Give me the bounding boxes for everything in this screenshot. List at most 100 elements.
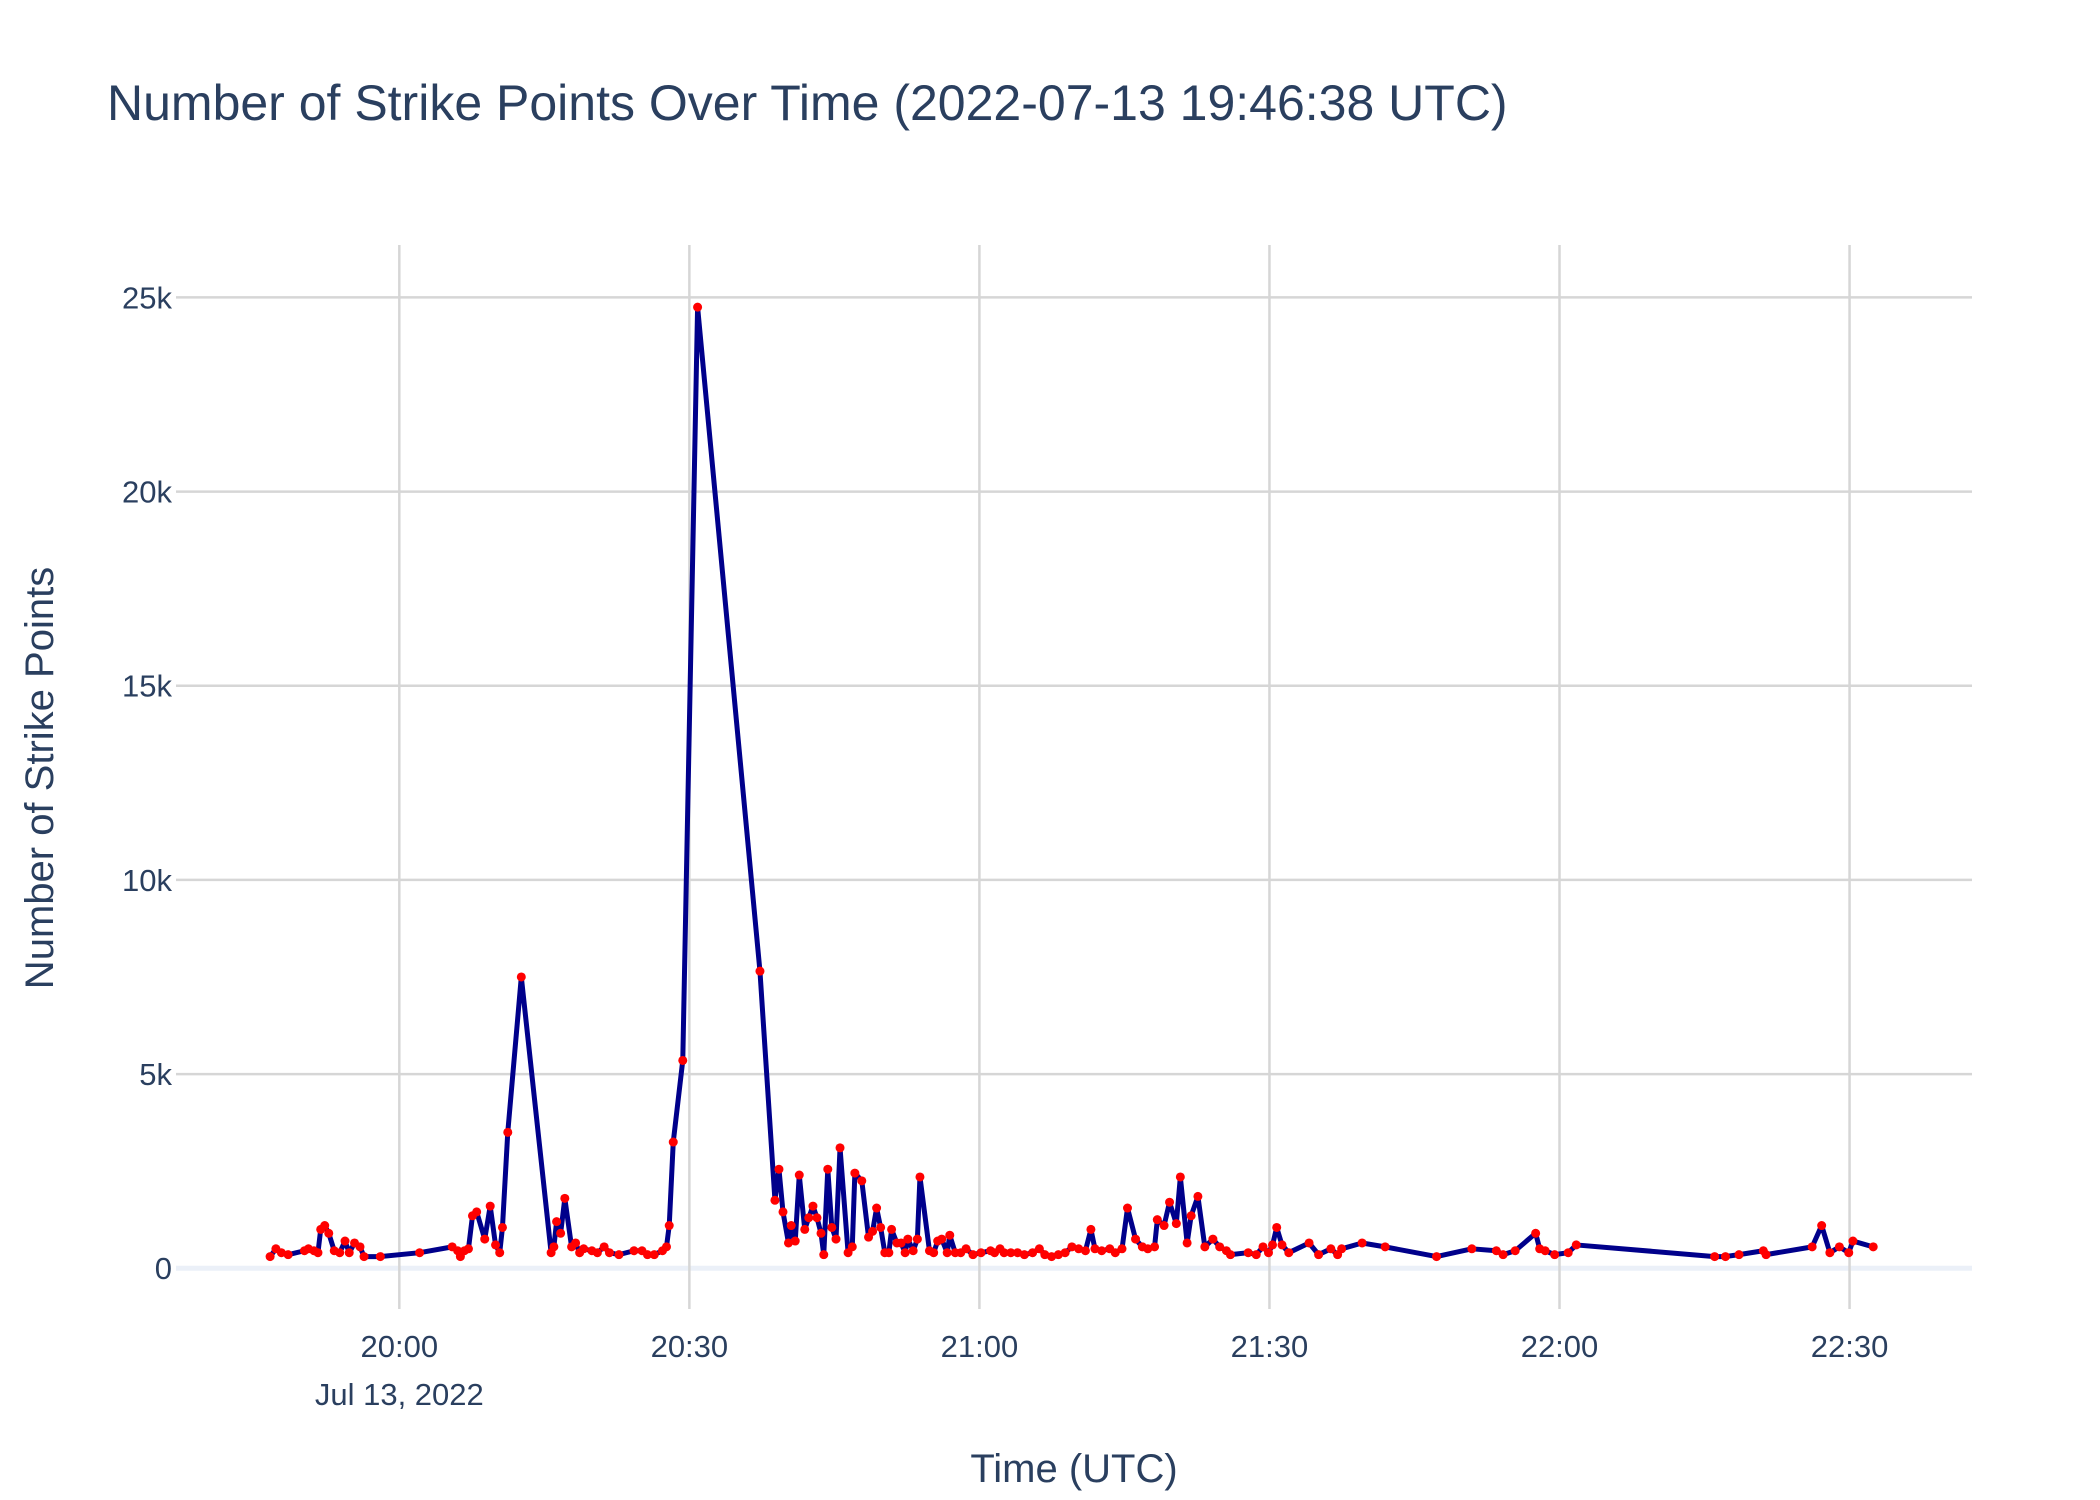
- data-point: [1131, 1234, 1141, 1244]
- data-point: [549, 1242, 559, 1252]
- x-tick-label: 22:30: [1811, 1329, 1889, 1364]
- data-point: [1807, 1242, 1817, 1252]
- data-point: [579, 1244, 589, 1254]
- data-point: [812, 1213, 822, 1223]
- data-point: [1208, 1234, 1218, 1244]
- data-point: [755, 966, 765, 976]
- data-point: [1097, 1246, 1107, 1256]
- y-tick-label: 15k: [122, 669, 172, 704]
- data-point: [1152, 1215, 1162, 1225]
- data-point: [908, 1246, 918, 1256]
- data-point: [1825, 1248, 1835, 1258]
- y-axis-title: Number of Strike Points: [18, 567, 62, 989]
- data-point: [850, 1168, 860, 1178]
- data-point: [556, 1228, 566, 1238]
- data-point: [1067, 1242, 1077, 1252]
- data-point: [313, 1248, 323, 1258]
- data-point: [1251, 1250, 1261, 1260]
- data-point: [503, 1127, 513, 1137]
- data-point: [472, 1207, 482, 1217]
- data-point: [1498, 1250, 1508, 1260]
- data-line: [268, 304, 1874, 1260]
- data-point: [847, 1242, 857, 1252]
- data-point: [903, 1234, 913, 1244]
- data-point: [770, 1195, 780, 1205]
- data-point: [1284, 1248, 1294, 1258]
- x-tick-date-label: Jul 13, 2022: [315, 1377, 484, 1412]
- data-point: [604, 1248, 614, 1258]
- data-point: [276, 1248, 286, 1258]
- data-point: [1086, 1224, 1096, 1234]
- data-point: [599, 1242, 609, 1252]
- data-point: [355, 1242, 365, 1252]
- data-point: [1550, 1250, 1560, 1260]
- data-point: [1817, 1221, 1827, 1231]
- y-tick-label: 5k: [139, 1057, 172, 1092]
- data-point: [1834, 1242, 1844, 1252]
- data-point: [491, 1240, 501, 1250]
- y-tick-label: 20k: [122, 475, 172, 510]
- data-point: [1844, 1248, 1854, 1258]
- data-point: [495, 1248, 505, 1258]
- x-tick-label: 21:30: [1231, 1329, 1309, 1364]
- x-axis-title: Time (UTC): [970, 1447, 1177, 1491]
- data-point: [571, 1238, 581, 1248]
- y-tick-label: 0: [155, 1251, 172, 1286]
- data-point: [783, 1238, 793, 1248]
- data-point: [1272, 1222, 1282, 1232]
- data-point: [1225, 1250, 1235, 1260]
- data-point: [778, 1207, 788, 1217]
- data-point: [678, 1055, 688, 1065]
- data-point: [976, 1248, 986, 1258]
- data-point: [1047, 1252, 1057, 1262]
- data-point: [1734, 1250, 1744, 1260]
- data-point: [497, 1222, 507, 1232]
- data-point: [1060, 1248, 1070, 1258]
- data-point: [942, 1248, 952, 1258]
- data-point: [1215, 1242, 1225, 1252]
- data-point: [1314, 1250, 1324, 1260]
- data-point: [1761, 1250, 1771, 1260]
- data-point: [1263, 1248, 1273, 1258]
- x-tick-label: 21:00: [941, 1329, 1019, 1364]
- data-point: [1304, 1238, 1314, 1248]
- data-point: [968, 1250, 978, 1260]
- data-point: [1110, 1248, 1120, 1258]
- data-point: [1040, 1250, 1050, 1260]
- data-point: [786, 1221, 796, 1231]
- data-point: [324, 1228, 334, 1238]
- data-point: [1143, 1244, 1153, 1254]
- data-point: [1531, 1228, 1541, 1238]
- data-point: [900, 1248, 910, 1258]
- data-point: [629, 1246, 639, 1256]
- data-point: [1171, 1219, 1181, 1229]
- x-tick-label: 20:30: [651, 1329, 729, 1364]
- data-point: [835, 1143, 845, 1153]
- data-point: [1034, 1244, 1044, 1254]
- data-point: [693, 302, 703, 312]
- data-point: [1006, 1248, 1016, 1258]
- data-point: [868, 1226, 878, 1236]
- data-point: [819, 1250, 829, 1260]
- data-point: [668, 1137, 678, 1147]
- x-tick-label: 22:00: [1521, 1329, 1599, 1364]
- data-point: [961, 1244, 971, 1254]
- data-point: [1848, 1236, 1858, 1246]
- data-point: [887, 1224, 897, 1234]
- data-point: [485, 1201, 495, 1211]
- data-point: [664, 1221, 674, 1231]
- data-point: [516, 972, 526, 982]
- data-point: [1268, 1240, 1278, 1250]
- data-point: [415, 1248, 425, 1258]
- y-tick-label: 25k: [122, 280, 172, 315]
- data-point: [774, 1164, 784, 1174]
- data-point: [999, 1248, 1009, 1258]
- data-point: [480, 1234, 490, 1244]
- data-point: [790, 1236, 800, 1246]
- data-point: [1186, 1211, 1196, 1221]
- data-point: [359, 1252, 369, 1262]
- data-point: [661, 1242, 671, 1252]
- data-point: [1491, 1246, 1501, 1256]
- data-point: [1357, 1238, 1367, 1248]
- data-point: [1337, 1244, 1347, 1254]
